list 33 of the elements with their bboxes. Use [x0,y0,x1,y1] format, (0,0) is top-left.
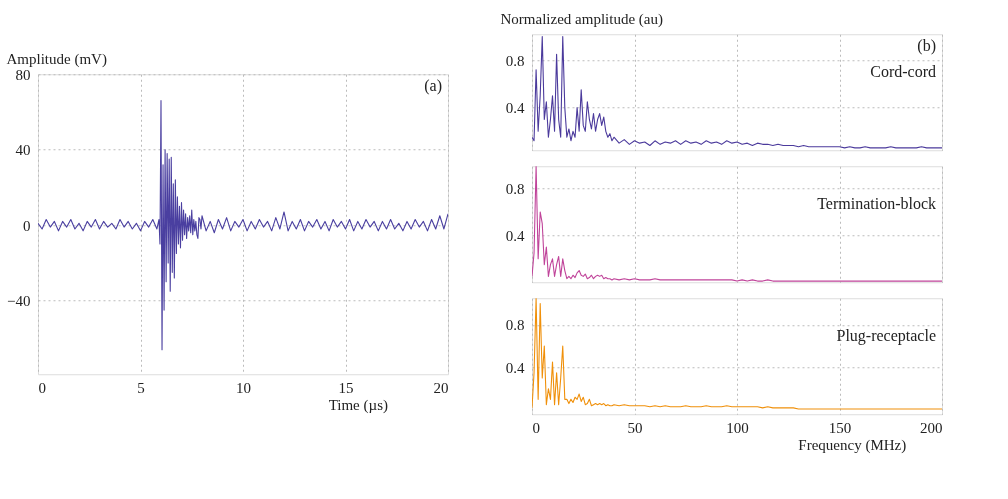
x-axis-title: Time (µs) [328,396,388,414]
line-series [38,100,448,351]
x-tick-label: 5 [137,379,145,396]
line-series [532,166,942,282]
y-tick-label: 0.4 [505,100,525,117]
annotation: Plug-receptacle [836,327,936,346]
x-tick-label: 0 [38,379,46,396]
x-axis-title: Frequency (MHz) [798,436,907,454]
y-tick-label: −40 [7,293,31,310]
x-tick-label: 10 [236,379,251,396]
y-tick-label: 0.4 [505,359,525,376]
y-tick-label: 0.8 [505,52,525,69]
y-axis-title: Amplitude (mV) [6,50,107,68]
x-tick-label: 200 [920,419,943,436]
y-tick-label: 0.4 [505,227,525,244]
y-tick-label: 80 [15,66,31,83]
y-tick-label: 0.8 [505,181,525,198]
y-axis-title: Normalized amplitude (au) [500,10,663,28]
x-tick-label: 50 [627,419,643,436]
x-tick-label: 150 [828,419,852,436]
annotation: Cord-cord [870,63,936,81]
x-tick-label: 20 [433,379,449,396]
x-tick-label: 100 [726,419,749,436]
y-tick-label: 0 [23,217,31,234]
line-series [532,36,942,149]
y-tick-label: 40 [15,142,31,159]
line-series [532,298,942,410]
annotation: Termination-block [817,195,936,213]
annotation: (b) [917,37,936,56]
y-tick-label: 0.8 [505,317,525,334]
x-tick-label: 15 [338,379,354,396]
x-tick-label: 0 [532,419,540,436]
annotation: (a) [424,77,442,96]
